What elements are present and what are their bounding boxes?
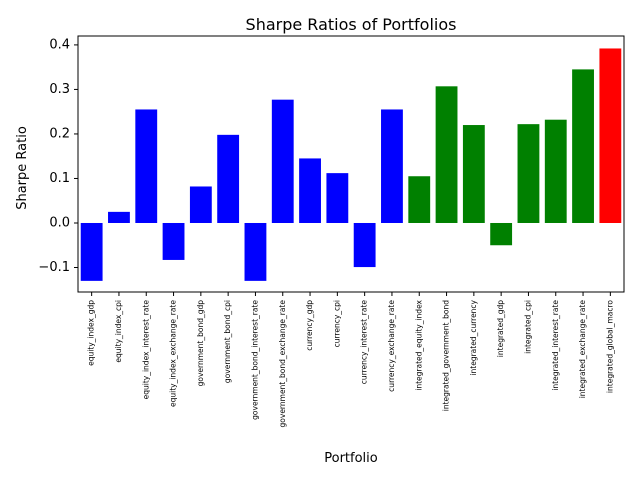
- x-axis: equity_index_gdp equity_index_cpi equity_i…: [87, 292, 614, 428]
- x-tick-label: integrated_interest_rate: [551, 300, 560, 391]
- x-tick-label: integrated_exchange_rate: [578, 300, 587, 399]
- bar-government-bond-cpi: [217, 134, 240, 223]
- bars-group: [80, 48, 622, 281]
- y-tick-label: −0.1: [38, 260, 70, 275]
- bar-integrated-global-macro: [599, 48, 622, 223]
- bar-government-bond-gdp: [189, 186, 212, 223]
- y-tick-label: 0.0: [49, 215, 70, 230]
- x-tick-label: currency_exchange_rate: [387, 300, 396, 392]
- x-tick-label: government_bond_cpi: [223, 300, 232, 383]
- x-tick-label: equity_index_gdp: [87, 300, 96, 366]
- y-tick-label: 0.4: [49, 37, 70, 52]
- plot-area-frame: [77, 35, 625, 293]
- x-tick-label: integrated_equity_index: [414, 299, 423, 390]
- bar-currency-gdp: [299, 158, 321, 223]
- bar-currency-exchange-rate: [381, 109, 403, 223]
- bar-equity-index-cpi: [108, 211, 130, 223]
- bar-currency-interest-rate: [353, 222, 376, 268]
- bar-government-bond-interest-rate: [244, 222, 267, 281]
- x-tick-label: integrated_government_bond: [442, 300, 451, 411]
- x-tick-label: government_bond_interest_rate: [250, 300, 259, 420]
- x-tick-label: integrated_global_macro: [605, 300, 614, 393]
- bar-integrated-cpi: [517, 124, 540, 223]
- x-tick-label: integrated_gdp: [496, 300, 505, 357]
- x-tick-label: government_bond_gdp: [196, 300, 205, 387]
- x-tick-label: currency_cpi: [332, 300, 341, 347]
- x-tick-label: government_bond_exchange_rate: [278, 300, 287, 428]
- y-tick-label: 0.1: [49, 171, 70, 186]
- bar-integrated-interest-rate: [544, 119, 567, 223]
- x-tick-label: equity_index_cpi: [114, 300, 123, 363]
- bar-integrated-equity-index: [408, 176, 431, 223]
- x-tick-label: equity_index_interest_rate: [141, 300, 150, 400]
- bar-currency-cpi: [326, 173, 349, 223]
- x-tick-label: integrated_cpi: [523, 300, 532, 354]
- y-tick-label: 0.2: [49, 126, 70, 141]
- bar-government-bond-exchange-rate: [271, 99, 294, 223]
- x-axis-label: Portfolio: [324, 451, 378, 466]
- x-tick-label: integrated_currency: [469, 299, 478, 375]
- chart-title: Sharpe Ratios of Portfolios: [246, 15, 457, 34]
- bar-equity-index-interest-rate: [135, 109, 158, 223]
- bar-integrated-gdp: [490, 222, 513, 246]
- bar-equity-index-gdp: [80, 222, 103, 281]
- x-tick-label: equity_index_exchange_rate: [169, 300, 178, 407]
- bar-equity-index-exchange-rate: [162, 222, 185, 260]
- bar-integrated-government-bond: [435, 86, 458, 223]
- y-axis-label: Sharpe Ratio: [15, 126, 30, 210]
- bar-integrated-exchange-rate: [572, 69, 594, 223]
- bar-integrated-currency: [462, 125, 485, 223]
- x-tick-label: currency_interest_rate: [360, 300, 369, 385]
- x-tick-label: currency_gdp: [305, 300, 314, 351]
- y-tick-label: 0.3: [49, 82, 70, 97]
- y-axis: −0.1 0.0 0.1 0.2 0.3 0.4: [38, 37, 78, 275]
